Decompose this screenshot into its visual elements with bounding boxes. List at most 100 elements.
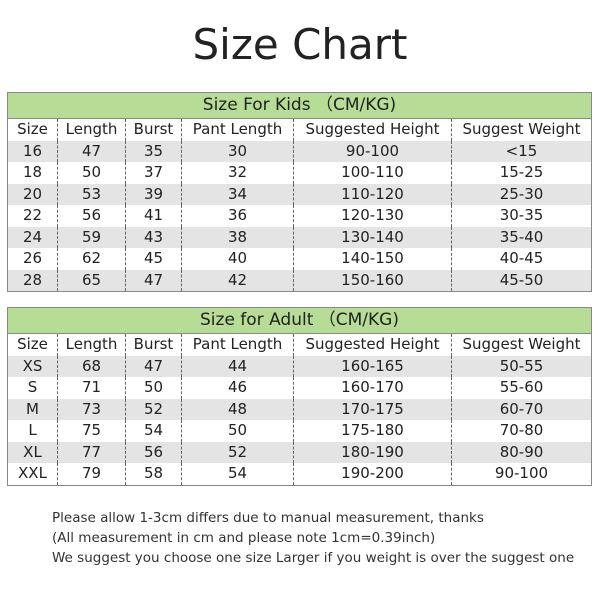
table-cell: 59 — [57, 226, 125, 248]
table-cell: <15 — [451, 140, 591, 162]
table-row: 22 56 41 36 120-130 30-35 — [8, 205, 591, 227]
table-cell: 130-140 — [293, 226, 451, 248]
table-cell: 41 — [125, 205, 181, 227]
header-cell: Length — [57, 334, 125, 356]
table-cell: 47 — [125, 269, 181, 291]
table-row: S 71 50 46 160-170 55-60 — [8, 377, 591, 399]
table-cell: 40 — [181, 248, 293, 270]
table-cell: XS — [22, 356, 43, 375]
table-row: M 73 52 48 170-175 60-70 — [8, 398, 591, 420]
table-row: 18 50 37 32 100-110 15-25 — [8, 162, 591, 184]
table-cell: 42 — [181, 269, 293, 291]
table-cell: 32 — [181, 162, 293, 184]
table-cell: 68 — [57, 355, 125, 377]
table-cell: 53 — [57, 183, 125, 205]
kids-table: Size For Kids （CM/KG) Size Length Burst Pant… — [7, 92, 592, 292]
table-cell: 22 — [22, 206, 43, 224]
table-cell: 55-60 — [451, 377, 591, 399]
note-line: (All measurement in cm and please note 1… — [52, 530, 436, 546]
table-cell: 160-165 — [293, 355, 451, 377]
header-cell: Suggest Weight — [451, 119, 591, 141]
note-line: We suggest you choose one size Larger if… — [52, 550, 575, 566]
table-row: XXL 79 58 54 190-200 90-100 — [8, 463, 591, 485]
table-cell: 30-35 — [451, 205, 591, 227]
table-row: L 75 54 50 175-180 70-80 — [8, 420, 591, 442]
table-cell: 48 — [181, 398, 293, 420]
table-cell: 175-180 — [293, 420, 451, 442]
notes: Please allow 1-3cm differs due to manual… — [52, 508, 574, 568]
table-cell: 120-130 — [293, 205, 451, 227]
table-cell: 80-90 — [451, 441, 591, 463]
header-cell: Length — [57, 119, 125, 141]
table-cell: 15-25 — [451, 162, 591, 184]
table-row: 20 53 39 34 110-120 25-30 — [8, 183, 591, 205]
table-cell: 18 — [22, 163, 43, 181]
table-cell: 90-100 — [451, 463, 591, 485]
table-cell: 45 — [125, 248, 181, 270]
table-cell: 65 — [57, 269, 125, 291]
table-cell: 160-170 — [293, 377, 451, 399]
table-cell: 58 — [125, 463, 181, 485]
table-cell: 75 — [57, 420, 125, 442]
table-cell: 90-100 — [293, 140, 451, 162]
table-cell: 140-150 — [293, 248, 451, 270]
table-cell: 70-80 — [451, 420, 591, 442]
table-row: 24 59 43 38 130-140 35-40 — [8, 226, 591, 248]
table-cell: 50 — [181, 420, 293, 442]
table-cell: 170-175 — [293, 398, 451, 420]
table-cell: 38 — [181, 226, 293, 248]
header-cell: Pant Length — [181, 334, 293, 356]
table-cell: 28 — [22, 270, 43, 289]
table-cell: 34 — [181, 183, 293, 205]
header-cell: Suggested Height — [293, 119, 451, 141]
table-cell: 47 — [125, 355, 181, 377]
table-cell: 150-160 — [293, 269, 451, 291]
table-cell: 30 — [181, 140, 293, 162]
table-cell: 56 — [57, 205, 125, 227]
table-row: XL 77 56 52 180-190 80-90 — [8, 441, 591, 463]
table-cell: 16 — [22, 141, 43, 160]
table-cell: 39 — [125, 183, 181, 205]
table-cell: 26 — [22, 249, 43, 267]
table-caption: Size for Adult （CM/KG) — [8, 308, 591, 334]
table-cell: 73 — [57, 398, 125, 420]
table-cell: 62 — [57, 248, 125, 270]
table-cell: M — [26, 399, 39, 418]
table-cell: 110-120 — [293, 183, 451, 205]
table-cell: 50-55 — [451, 355, 591, 377]
table-cell: XXL — [18, 464, 47, 482]
table-cell: 71 — [57, 377, 125, 399]
table-cell: 46 — [181, 377, 293, 399]
table-cell: 52 — [125, 398, 181, 420]
header-cell: Suggest Weight — [451, 334, 591, 356]
table-caption: Size For Kids （CM/KG) — [8, 93, 591, 119]
table-cell: 56 — [125, 441, 181, 463]
table-cell: 100-110 — [293, 162, 451, 184]
table-cell: 190-200 — [293, 463, 451, 485]
table-cell: 54 — [181, 463, 293, 485]
header-cell: Size — [17, 120, 48, 138]
page-title: Size Chart — [192, 20, 408, 69]
table-cell: 60-70 — [451, 398, 591, 420]
header-cell: Suggested Height — [293, 334, 451, 356]
table-cell: XL — [23, 442, 42, 461]
table-cell: 35 — [125, 140, 181, 162]
table-cell: 77 — [57, 441, 125, 463]
header-row: Size Length Burst Pant Length Suggested Heig… — [8, 334, 591, 356]
note-line: Please allow 1-3cm differs due to manual… — [52, 510, 484, 526]
table-cell: 79 — [57, 463, 125, 485]
table-cell: 43 — [125, 226, 181, 248]
table-cell: 44 — [181, 355, 293, 377]
table-cell: 35-40 — [451, 226, 591, 248]
table-cell: 37 — [125, 162, 181, 184]
table-cell: L — [28, 421, 37, 439]
table-row: 26 62 45 40 140-150 40-45 — [8, 248, 591, 270]
table-cell: 52 — [181, 441, 293, 463]
header-cell: Size — [17, 335, 48, 353]
table-cell: 45-50 — [451, 269, 591, 291]
table-cell: 20 — [22, 184, 43, 203]
table-cell: S — [27, 378, 38, 396]
adult-table: Size for Adult （CM/KG) Size Length Burst Pan… — [7, 307, 592, 486]
header-cell: Burst — [125, 119, 181, 141]
